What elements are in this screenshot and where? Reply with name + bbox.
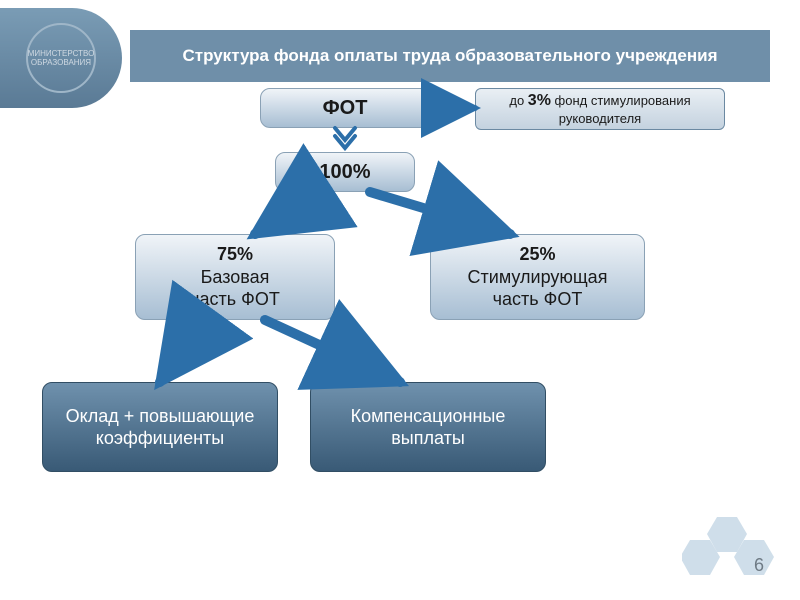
logo-text: МИНИСТЕРСТВО ОБРАЗОВАНИЯ: [26, 23, 96, 93]
page-number: 6: [754, 555, 764, 576]
node-stim-part: 25%Стимулирующаячасть ФОТ: [430, 234, 645, 320]
hexagon-decoration: [682, 502, 792, 592]
node-side-label: до 3% фонд стимулирования руководителя: [486, 91, 714, 127]
node-compensation: Компенсационные выплаты: [310, 382, 546, 472]
logo-badge: МИНИСТЕРСТВО ОБРАЗОВАНИЯ: [0, 8, 122, 108]
node-comp-label: Компенсационные выплаты: [321, 405, 535, 450]
node-stim-label: 25%Стимулирующаячасть ФОТ: [468, 243, 608, 311]
node-base-part: 75%Базоваячасть ФОТ: [135, 234, 335, 320]
node-salary-label: Оклад + повышающие коэффициенты: [53, 405, 267, 450]
node-side-note: до 3% фонд стимулирования руководителя: [475, 88, 725, 130]
node-base-label: 75%Базоваячасть ФОТ: [190, 243, 280, 311]
node-salary-coeff: Оклад + повышающие коэффициенты: [42, 382, 278, 472]
node-fot-label: ФОТ: [323, 96, 368, 121]
node-fot: ФОТ: [260, 88, 430, 128]
node-100-percent: 100%: [275, 152, 415, 192]
node-100-label: 100%: [319, 160, 370, 185]
page-title: Структура фонда оплаты труда образовател…: [130, 30, 770, 82]
